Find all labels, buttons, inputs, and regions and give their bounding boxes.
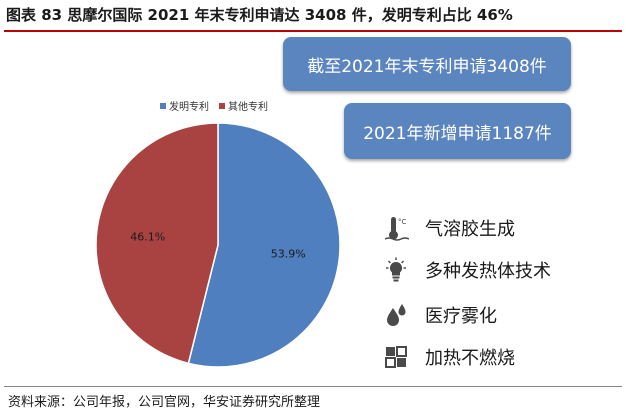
- legend-label-other: 其他专利: [228, 102, 268, 113]
- legend-item-other: 其他专利: [219, 98, 268, 113]
- feature-heat-not-burn: 加热不燃烧: [383, 344, 515, 370]
- thermometer-icon: °C: [384, 217, 409, 241]
- legend-swatch-invention: [160, 102, 166, 109]
- grid-icon: [385, 346, 407, 368]
- feature-medical-atomization: 医疗雾化: [383, 302, 497, 328]
- pie-slice-invention: [187, 122, 341, 368]
- legend-swatch-other: [219, 102, 225, 109]
- feature-aerosol: °C 气溶胶生成: [383, 215, 515, 241]
- feature-label: 医疗雾化: [425, 306, 497, 327]
- callout-total-applications: 截至2021年末专利申请3408件: [283, 37, 571, 91]
- source-rule: [4, 386, 622, 387]
- source-note: 资料来源：公司年报，公司官网，华安证券研究所整理: [8, 395, 321, 410]
- chart-legend: 发明专利 其他专利: [160, 98, 268, 113]
- feature-label: 多种发热体技术: [425, 261, 551, 282]
- pie-label-invention: 53.9%: [271, 248, 306, 261]
- legend-label-invention: 发明专利: [169, 102, 209, 113]
- svg-text:°C: °C: [398, 218, 407, 226]
- feature-label: 气溶胶生成: [425, 219, 515, 240]
- legend-item-invention: 发明专利: [160, 98, 209, 113]
- lightbulb-icon: [386, 257, 406, 282]
- feature-heating-tech: 多种发热体技术: [383, 257, 551, 283]
- droplets-icon: [387, 304, 406, 326]
- figure-title: 图表 83 思摩尔国际 2021 年末专利申请达 3408 件，发明专利占比 4…: [6, 6, 513, 24]
- title-rule: [4, 30, 622, 32]
- feature-label: 加热不燃烧: [425, 348, 515, 369]
- callout-new-applications: 2021年新增申请1187件: [344, 103, 571, 159]
- pie-slice-other: [95, 122, 219, 365]
- pie-label-other: 46.1%: [130, 230, 165, 243]
